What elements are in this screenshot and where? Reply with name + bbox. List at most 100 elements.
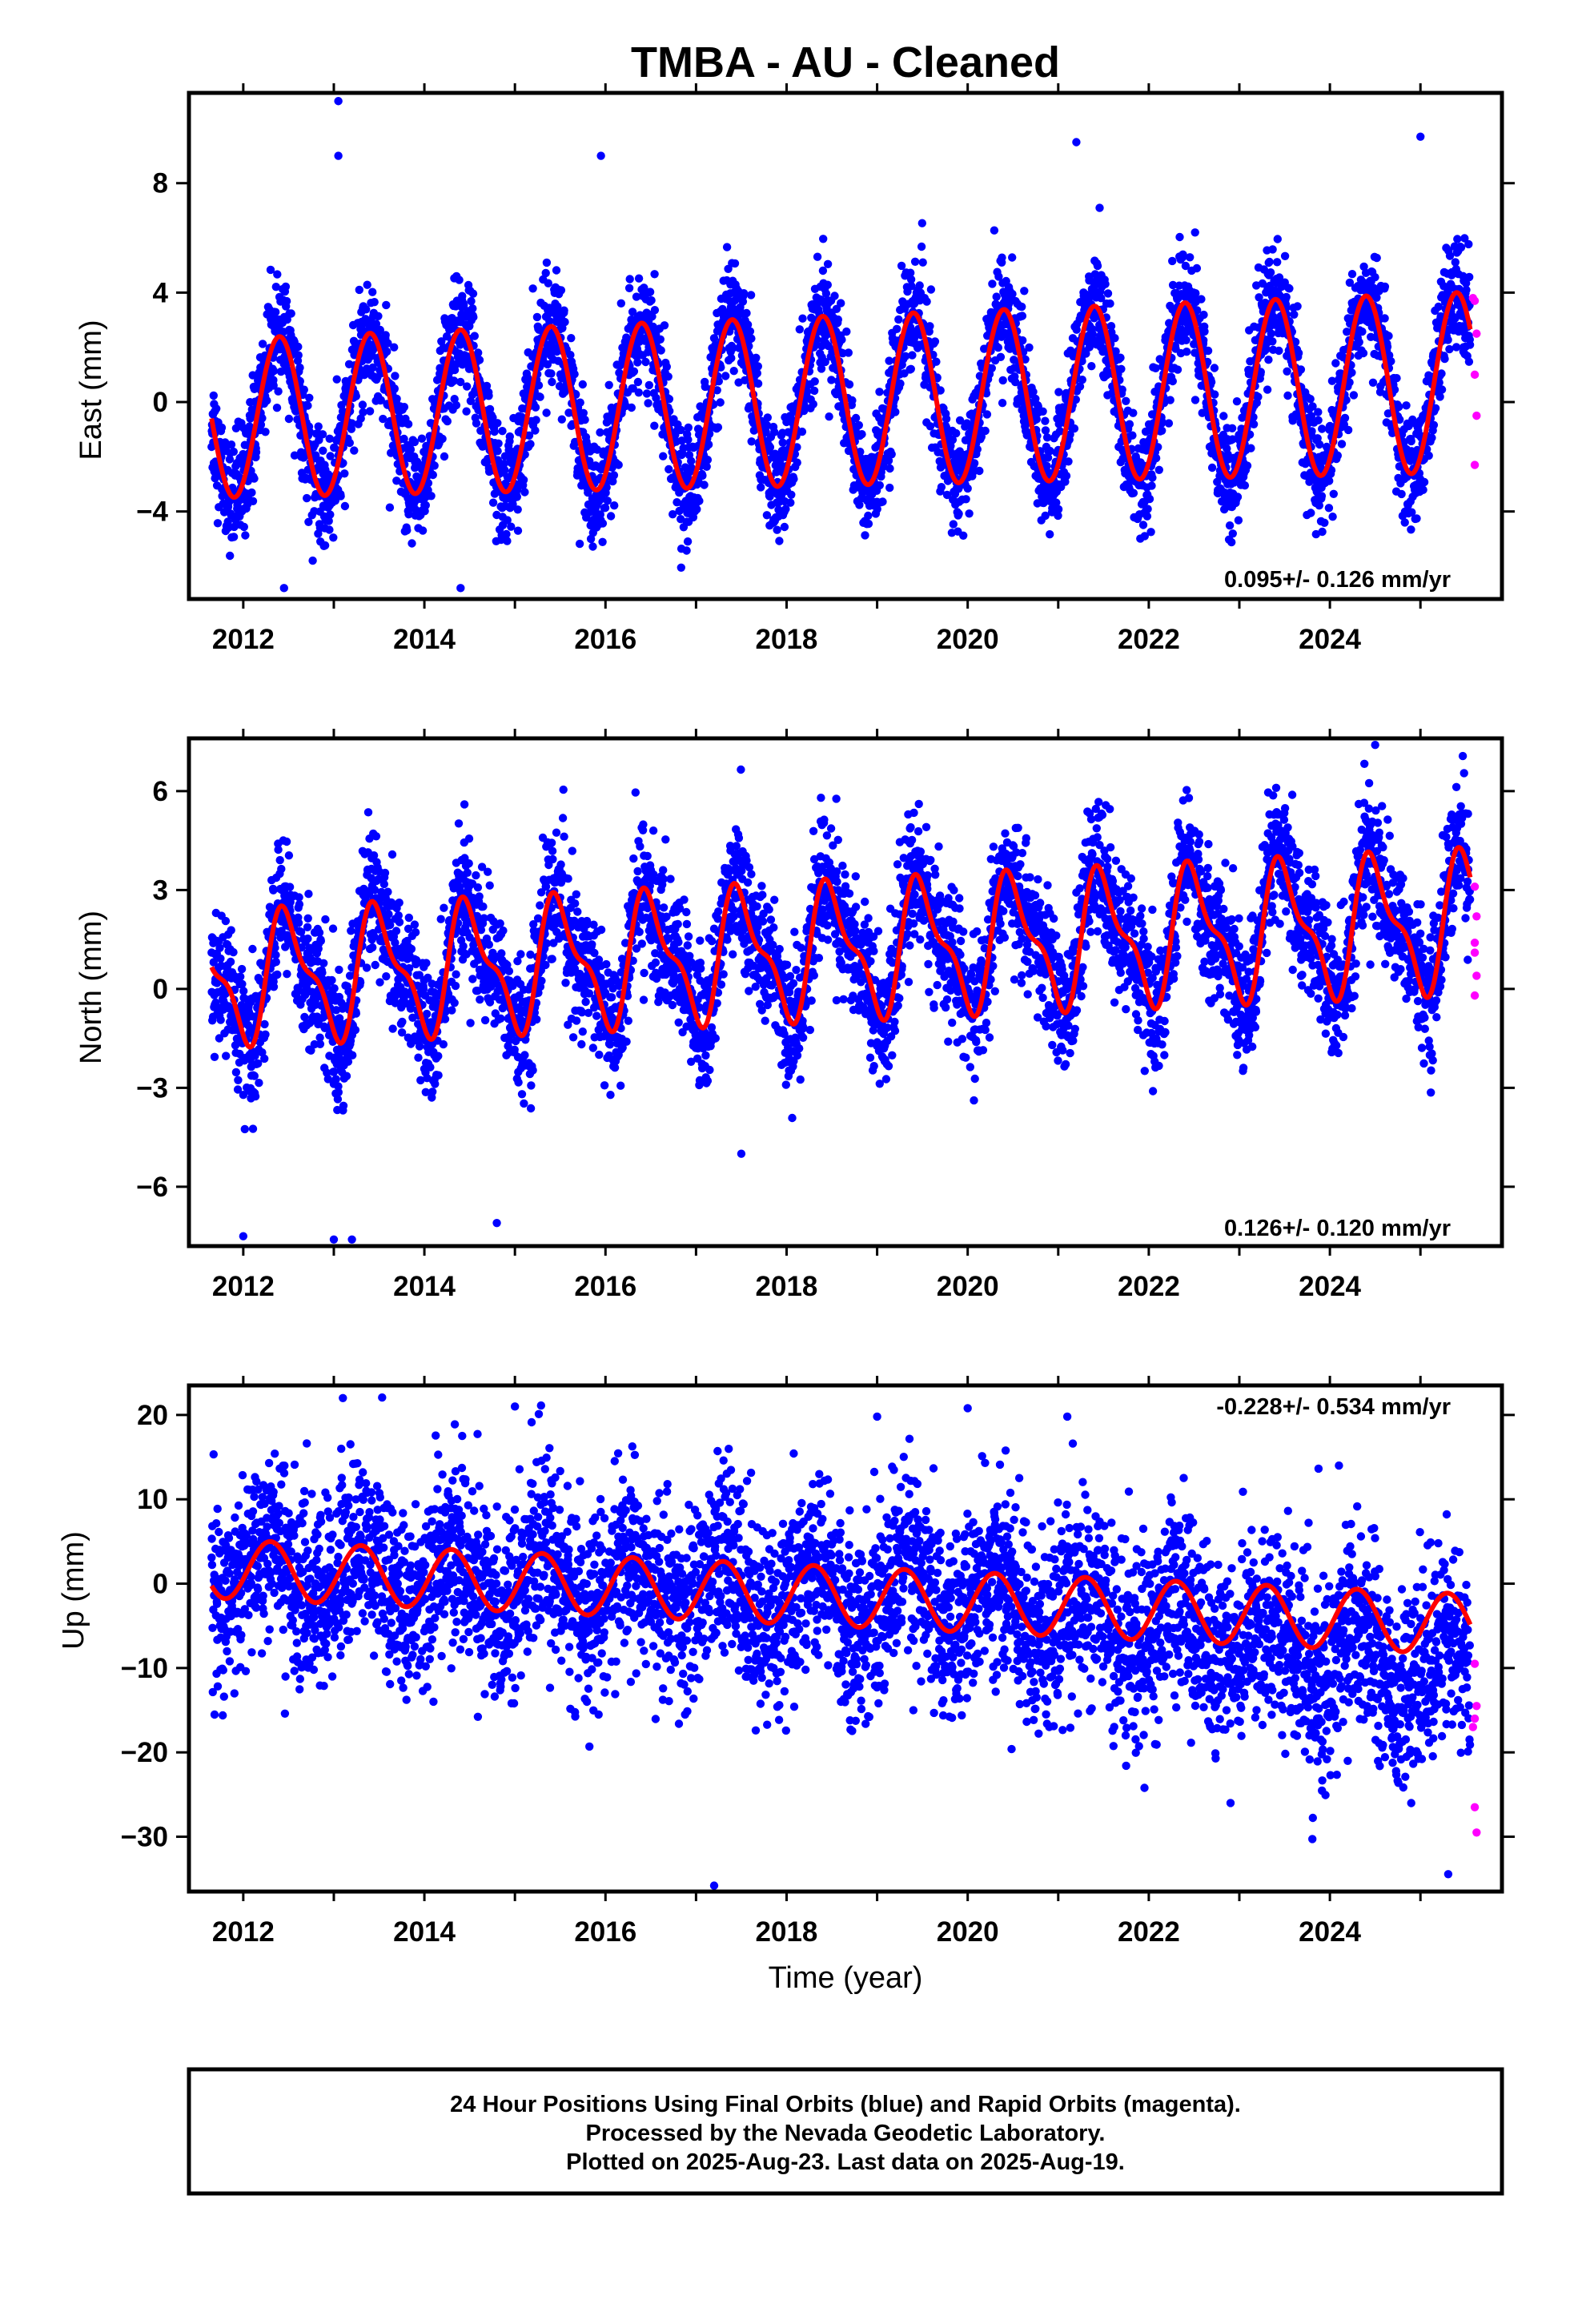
data-point — [809, 400, 817, 408]
data-point — [1318, 527, 1327, 537]
data-point — [482, 381, 492, 391]
data-point — [1054, 388, 1063, 396]
data-point — [370, 298, 379, 307]
data-point — [1328, 513, 1337, 521]
data-point — [1407, 525, 1415, 534]
data-point — [1143, 505, 1152, 513]
data-point — [793, 458, 801, 467]
rapid-point — [1472, 411, 1481, 420]
data-point — [408, 539, 416, 548]
data-point — [821, 289, 831, 298]
data-point — [1233, 493, 1243, 501]
data-point — [606, 512, 616, 521]
data-point — [975, 466, 984, 476]
data-point — [1337, 440, 1347, 448]
data-point — [746, 291, 756, 300]
data-point — [837, 299, 845, 308]
data-point — [1443, 336, 1452, 344]
data-point — [998, 376, 1007, 385]
data-point — [1307, 509, 1315, 517]
data-point — [368, 287, 377, 296]
data-point — [1064, 457, 1073, 466]
data-point — [1122, 396, 1130, 405]
data-point — [1395, 402, 1403, 412]
data-point — [1419, 477, 1429, 487]
data-point — [531, 426, 540, 435]
data-point — [1142, 512, 1152, 521]
data-point — [438, 434, 447, 444]
data-point — [747, 334, 756, 343]
data-point — [624, 283, 634, 292]
data-point — [664, 372, 673, 381]
data-point — [294, 351, 303, 360]
data-point — [644, 380, 653, 390]
data-point — [893, 324, 901, 333]
data-point — [1168, 376, 1178, 386]
data-point — [910, 257, 920, 266]
data-point — [954, 509, 963, 518]
data-point — [1254, 392, 1263, 401]
data-point — [513, 526, 523, 535]
data-point — [250, 474, 259, 483]
data-point — [633, 377, 643, 387]
data-point — [383, 347, 391, 356]
data-point — [368, 363, 377, 372]
data-point — [241, 531, 250, 540]
data-point — [825, 412, 833, 421]
data-point — [542, 408, 551, 417]
data-point — [598, 519, 608, 528]
data-point — [745, 327, 755, 336]
data-point — [739, 289, 749, 298]
data-point — [314, 422, 323, 431]
data-point — [526, 440, 535, 448]
data-point — [578, 380, 587, 389]
data-point — [216, 954, 225, 963]
data-point — [358, 400, 367, 409]
data-point — [332, 375, 341, 384]
data-point — [650, 270, 659, 279]
data-point — [502, 529, 511, 539]
data-point — [411, 505, 420, 514]
data-point — [1046, 530, 1054, 539]
data-point — [519, 476, 528, 485]
data-point — [1062, 472, 1071, 480]
data-point — [1054, 505, 1063, 514]
data-point — [848, 396, 857, 405]
data-point — [656, 346, 665, 355]
data-point — [1249, 420, 1259, 428]
data-point — [1347, 368, 1356, 377]
data-point — [391, 372, 400, 380]
data-point — [600, 503, 610, 513]
data-point — [258, 340, 267, 348]
data-point — [269, 367, 279, 376]
data-point — [567, 334, 576, 343]
data-point — [1306, 395, 1315, 404]
data-point — [1392, 374, 1401, 383]
data-point — [1397, 489, 1406, 499]
data-point — [505, 432, 514, 441]
data-point — [614, 460, 623, 469]
data-point — [698, 471, 707, 480]
data-point — [217, 423, 227, 432]
data-point — [844, 348, 853, 357]
data-point — [237, 964, 247, 974]
rapid-point — [1470, 460, 1480, 469]
data-point — [998, 399, 1007, 408]
data-point — [1263, 385, 1272, 394]
data-point — [210, 1052, 219, 1062]
data-point — [225, 455, 235, 464]
data-point — [456, 584, 465, 593]
data-point — [1072, 138, 1081, 147]
data-point — [390, 384, 399, 393]
data-point — [359, 408, 367, 416]
data-point — [223, 517, 232, 526]
data-point — [213, 519, 223, 528]
data-point — [818, 266, 828, 275]
data-point — [248, 497, 258, 505]
data-point — [279, 584, 288, 593]
data-point — [857, 430, 866, 439]
data-point — [917, 219, 927, 227]
data-point — [683, 537, 693, 546]
data-point — [524, 431, 534, 440]
data-point — [404, 420, 413, 428]
